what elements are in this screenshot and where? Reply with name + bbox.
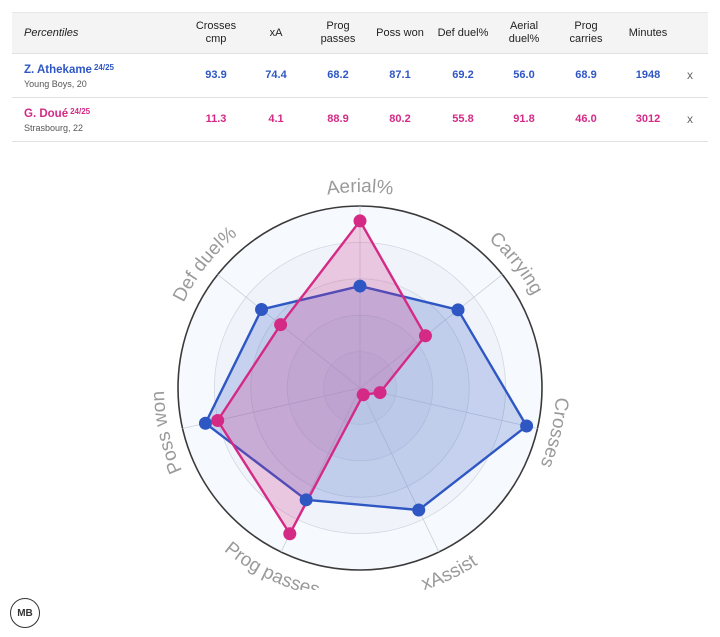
player-name-cell: G. Doué 24/25 Strasbourg, 22 [24, 98, 90, 141]
table-header: Percentiles Crosses cmp xA Prog passes Pos… [12, 12, 708, 54]
value-poss-won: 87.1 [389, 69, 411, 81]
value-crosses: 11.3 [205, 113, 227, 125]
player-name[interactable]: G. Doué 24/25 [24, 106, 91, 120]
mb-logo: MB [10, 598, 40, 628]
col-header-prog-carries: Prog carries [569, 20, 603, 45]
col-header-crosses: Crosses cmp [195, 20, 237, 45]
table-title: Percentiles [24, 26, 79, 39]
radar-data-point [356, 388, 370, 402]
value-aerial-duel: 91.8 [513, 113, 535, 125]
player-row-doue[interactable]: G. Doué 24/25 Strasbourg, 22 11.3 4.1 88.… [12, 98, 708, 142]
player-name[interactable]: Z. Athekame 24/25 [24, 62, 114, 76]
col-header-prog-passes: Prog passes [320, 20, 356, 45]
value-def-duel: 69.2 [452, 69, 474, 81]
value-aerial-duel: 56.0 [513, 69, 535, 81]
radar-data-point [283, 527, 297, 541]
col-header-poss-won: Poss won [376, 26, 424, 39]
value-prog-carries: 68.9 [575, 69, 597, 81]
value-xa: 74.4 [265, 69, 287, 81]
logo-text: MB [17, 607, 33, 619]
radar-data-point [520, 419, 534, 433]
remove-player-button[interactable]: x [687, 112, 693, 126]
value-def-duel: 55.8 [452, 113, 474, 125]
col-header-xa: xA [269, 26, 283, 39]
radar-data-point [418, 329, 432, 343]
value-prog-carries: 46.0 [575, 113, 597, 125]
player-club-age: Young Boys, 20 [24, 78, 87, 89]
value-minutes: 3012 [635, 113, 661, 125]
player-club-age: Strasbourg, 22 [24, 122, 84, 133]
value-xa: 4.1 [268, 113, 284, 125]
value-prog-passes: 68.2 [327, 69, 349, 81]
percentiles-table: Percentiles Crosses cmp xA Prog passes Pos… [12, 12, 708, 142]
col-header-def-duel: Def duel% [437, 26, 489, 39]
radar-axis-label: Aerial% [325, 176, 395, 200]
radar-data-point [373, 386, 387, 400]
value-crosses: 93.9 [205, 69, 227, 81]
value-minutes: 1948 [635, 69, 661, 81]
value-poss-won: 80.2 [389, 113, 411, 125]
radar-spoke [359, 387, 440, 553]
radar-spoke [359, 274, 503, 389]
radar-data-point [412, 503, 426, 517]
radar-data-point [198, 416, 212, 430]
radar-spoke [359, 387, 538, 429]
remove-player-button[interactable]: x [687, 68, 693, 82]
player-row-athekame[interactable]: Z. Athekame 24/25 Young Boys, 20 93.9 74.… [12, 54, 708, 98]
col-header-aerial-duel: Aerial duel% [508, 20, 540, 45]
radar-data-point [451, 303, 465, 317]
radar-data-point [353, 214, 367, 228]
radar-data-point [299, 493, 313, 507]
col-header-minutes: Minutes [628, 26, 668, 39]
radar-data-point [274, 318, 288, 332]
value-prog-passes: 88.9 [327, 113, 349, 125]
radar-data-point [211, 413, 225, 427]
radar-series-area [216, 219, 427, 535]
radar-data-point [255, 302, 269, 316]
player-name-cell: Z. Athekame 24/25 Young Boys, 20 [24, 54, 114, 97]
radar-data-point [353, 279, 367, 293]
radar-spoke [217, 274, 361, 389]
